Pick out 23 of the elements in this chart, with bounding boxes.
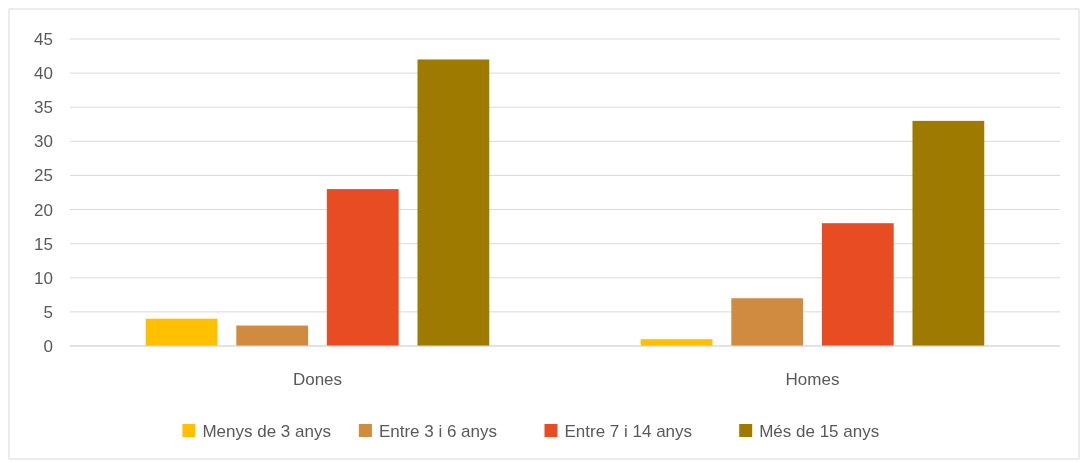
y-tick-label: 35 [34, 98, 53, 118]
y-tick-label: 30 [34, 132, 53, 152]
bar [912, 120, 985, 346]
y-tick-label: 45 [34, 29, 53, 49]
legend-label: Entre 7 i 14 anys [564, 421, 693, 441]
bar [145, 318, 218, 346]
y-tick-label: 20 [34, 200, 53, 220]
y-tick-label: 25 [34, 166, 53, 186]
y-tick-label: 5 [43, 302, 53, 322]
legend-label: Entre 3 i 6 anys [378, 421, 498, 441]
y-tick-label: 40 [34, 64, 53, 84]
y-tick-label: 10 [34, 268, 53, 288]
bar [326, 189, 399, 346]
y-tick-label: 0 [43, 336, 53, 356]
y-tick-label: 15 [34, 234, 53, 254]
bar [731, 298, 804, 346]
bar [821, 223, 894, 346]
legend-label: Menys de 3 anys [202, 421, 331, 441]
bar [236, 325, 309, 346]
x-tick-label: Homes [785, 370, 840, 389]
legend-label: Més de 15 anys [759, 421, 880, 441]
x-tick-label: Dones [292, 370, 343, 389]
bar [417, 59, 490, 346]
